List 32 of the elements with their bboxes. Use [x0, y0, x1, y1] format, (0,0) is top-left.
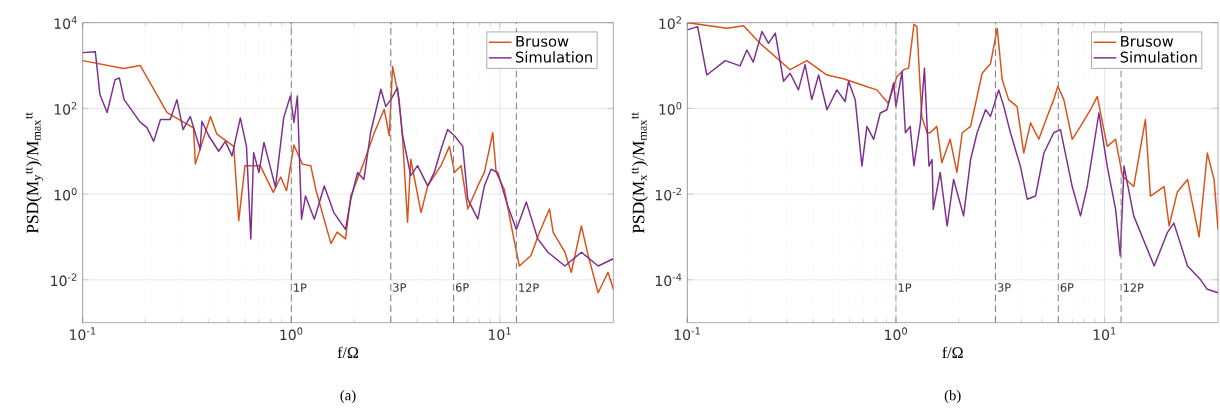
y-axis-title: PSD(M$_{x}$$^{tt}$)/M$_{max}$tt [631, 112, 648, 234]
x-axis-title: f/Ω [337, 346, 359, 359]
text: (a) [340, 390, 356, 404]
y-tick-label: 10$^{2}$ [54, 101, 77, 115]
ref-line-label: 1P [898, 283, 912, 292]
x-axis-title: f/Ω [942, 346, 963, 359]
x-tick-label: 10$^{-1}$ [674, 327, 700, 341]
x-tick-label: 10$^{0}$ [885, 327, 907, 341]
y-tick-label: 10$^{-4}$ [655, 273, 682, 287]
ref-line-label: 1P [294, 283, 307, 292]
y-tick-label: 10$^{4}$ [54, 16, 77, 29]
y-tick-label: 10$^{2}$ [659, 16, 681, 30]
y-axis-title: PSD(M$_{y}$$^{tt}$)/M$_{max}$tt [25, 112, 44, 234]
y-tick-label: 10$^{0}$ [54, 187, 77, 201]
x-tick-label: 10$^{1}$ [489, 327, 511, 341]
ref-line-label: 12P [1123, 283, 1144, 292]
x-tick-label: 10$^{1}$ [1093, 327, 1116, 341]
ref-line-label: 6P [1060, 283, 1074, 292]
x-tick-label: 10$^{0}$ [280, 327, 303, 341]
ref-line-label: 3P [393, 283, 407, 292]
y-tick-label: 10$^{-2}$ [51, 273, 77, 287]
legend-label: Simulation [1120, 51, 1197, 63]
text: (b) [944, 390, 961, 404]
ref-line-label: 12P [519, 283, 539, 292]
ref-line-label: 6P [455, 283, 469, 292]
legend-label: Brusow [516, 35, 569, 47]
y-tick-label: 10$^{-2}$ [655, 187, 681, 201]
x-tick-label: 10$^{-1}$ [70, 327, 96, 341]
y-tick-label: 10$^{0}$ [659, 101, 682, 115]
legend-label: Brusow [1121, 35, 1174, 47]
legend-label: Simulation [515, 51, 592, 63]
ref-line-label: 3P [997, 283, 1011, 292]
